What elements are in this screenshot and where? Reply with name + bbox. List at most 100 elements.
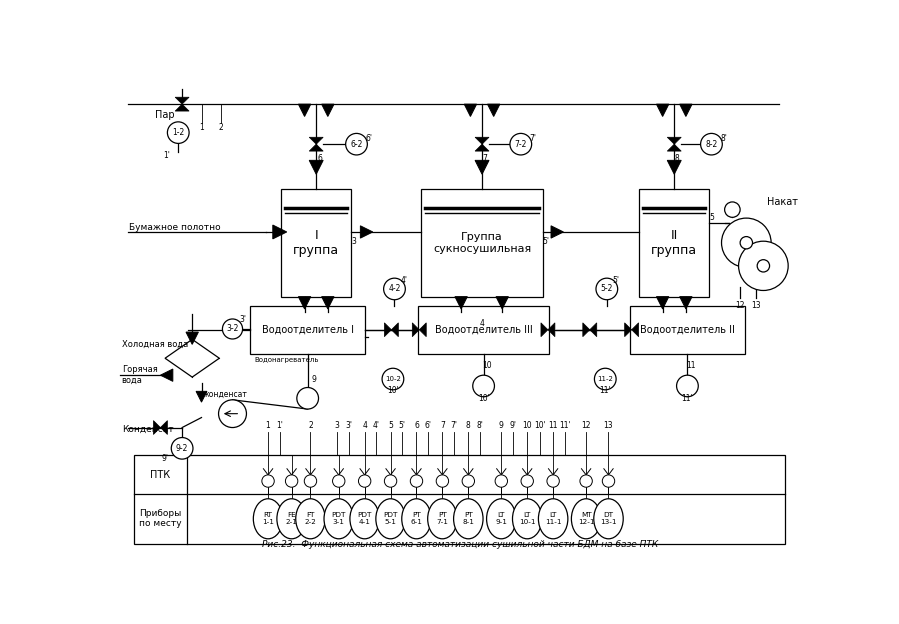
Circle shape (359, 475, 371, 487)
Text: 9: 9 (311, 374, 316, 384)
Polygon shape (160, 369, 173, 381)
Text: 7': 7' (450, 421, 458, 431)
Polygon shape (496, 296, 509, 309)
Text: 4: 4 (479, 319, 485, 328)
Circle shape (521, 475, 533, 487)
Polygon shape (667, 137, 681, 144)
Circle shape (410, 475, 423, 487)
Text: 10': 10' (477, 394, 489, 402)
Text: 4': 4' (400, 276, 407, 285)
Polygon shape (455, 296, 467, 309)
Text: RT
1-1: RT 1-1 (263, 512, 274, 525)
Polygon shape (272, 225, 287, 239)
Polygon shape (680, 104, 692, 117)
Ellipse shape (402, 499, 432, 539)
Bar (421, 189, 543, 296)
Polygon shape (309, 160, 323, 174)
Text: 11': 11' (600, 386, 611, 395)
Circle shape (304, 475, 316, 487)
Circle shape (297, 388, 318, 409)
Text: 2: 2 (308, 421, 313, 431)
Text: II
группа: II группа (651, 229, 698, 256)
Polygon shape (487, 104, 500, 117)
Polygon shape (360, 226, 373, 238)
Text: 6: 6 (414, 421, 419, 431)
Polygon shape (175, 97, 189, 104)
Polygon shape (667, 160, 681, 174)
Circle shape (172, 437, 193, 459)
Text: Бумажное полотно: Бумажное полотно (129, 223, 221, 232)
Ellipse shape (593, 499, 623, 539)
Bar (630, 306, 744, 354)
Text: I
группа: I группа (293, 229, 339, 256)
Ellipse shape (486, 499, 516, 539)
Text: 1-2: 1-2 (172, 128, 184, 137)
Polygon shape (541, 323, 547, 337)
Polygon shape (391, 323, 398, 337)
Ellipse shape (296, 499, 325, 539)
Text: 10': 10' (387, 386, 399, 395)
Text: Горячая
вода: Горячая вода (121, 366, 157, 385)
Circle shape (547, 475, 559, 487)
Circle shape (580, 475, 592, 487)
Text: 10': 10' (534, 421, 546, 431)
Text: 5: 5 (709, 213, 714, 222)
Text: Пар: Пар (155, 110, 174, 120)
Polygon shape (475, 137, 489, 144)
Text: LT
11-1: LT 11-1 (545, 512, 561, 525)
Circle shape (495, 475, 508, 487)
Bar (250, 306, 365, 354)
Text: 3: 3 (351, 236, 356, 246)
Circle shape (740, 236, 752, 249)
Polygon shape (547, 323, 555, 337)
Text: Водоотделитель III: Водоотделитель III (435, 324, 532, 334)
Text: 13: 13 (751, 301, 761, 310)
Circle shape (725, 202, 740, 217)
Text: 9-2: 9-2 (176, 444, 188, 453)
Circle shape (285, 475, 298, 487)
Polygon shape (385, 323, 391, 337)
Polygon shape (165, 339, 219, 377)
Text: 13: 13 (604, 421, 613, 431)
Text: 3': 3' (239, 315, 246, 324)
Text: 11: 11 (687, 361, 696, 369)
Polygon shape (583, 323, 590, 337)
Text: 6: 6 (317, 154, 323, 162)
Text: 11': 11' (681, 394, 693, 402)
Circle shape (384, 278, 405, 300)
Text: 9': 9' (162, 454, 169, 463)
Ellipse shape (277, 499, 307, 539)
Text: 5-2: 5-2 (601, 285, 613, 293)
Text: PT
8-1: PT 8-1 (462, 512, 475, 525)
Polygon shape (309, 137, 323, 144)
Text: ПТК: ПТК (150, 469, 171, 479)
Polygon shape (196, 391, 207, 402)
Polygon shape (656, 296, 669, 309)
Text: 7-2: 7-2 (514, 140, 527, 149)
Text: 3': 3' (345, 421, 352, 431)
Text: 4: 4 (362, 421, 367, 431)
Circle shape (602, 475, 615, 487)
Text: MT
12-1: MT 12-1 (578, 512, 594, 525)
Polygon shape (656, 104, 669, 117)
Circle shape (218, 400, 246, 427)
Polygon shape (322, 296, 334, 309)
Text: PDT
5-1: PDT 5-1 (383, 512, 397, 525)
Polygon shape (413, 323, 419, 337)
Text: Группа
сукносушильная: Группа сукносушильная (433, 232, 531, 253)
Text: Рис.23.  Функциональная схема автоматизации сушильной части БДМ на базе ПТК: Рис.23. Функциональная схема автоматизац… (263, 540, 658, 549)
Text: 10-2: 10-2 (385, 376, 401, 382)
Text: 2: 2 (218, 123, 223, 132)
Text: FE
2-1: FE 2-1 (286, 512, 298, 525)
Ellipse shape (254, 499, 283, 539)
Text: 5': 5' (542, 236, 549, 246)
Polygon shape (632, 323, 638, 337)
Polygon shape (419, 323, 426, 337)
Text: 12: 12 (735, 301, 745, 310)
Ellipse shape (428, 499, 457, 539)
Polygon shape (590, 323, 597, 337)
Text: 6': 6' (424, 421, 432, 431)
Text: 6-2: 6-2 (351, 140, 362, 149)
Polygon shape (551, 226, 564, 238)
Text: 5: 5 (388, 421, 393, 431)
